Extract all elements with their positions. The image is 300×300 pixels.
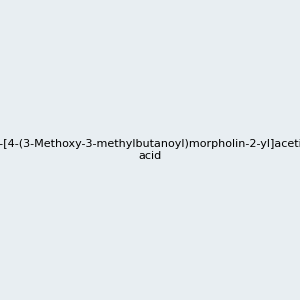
Text: 2-[4-(3-Methoxy-3-methylbutanoyl)morpholin-2-yl]acetic acid: 2-[4-(3-Methoxy-3-methylbutanoyl)morphol…	[0, 139, 300, 161]
